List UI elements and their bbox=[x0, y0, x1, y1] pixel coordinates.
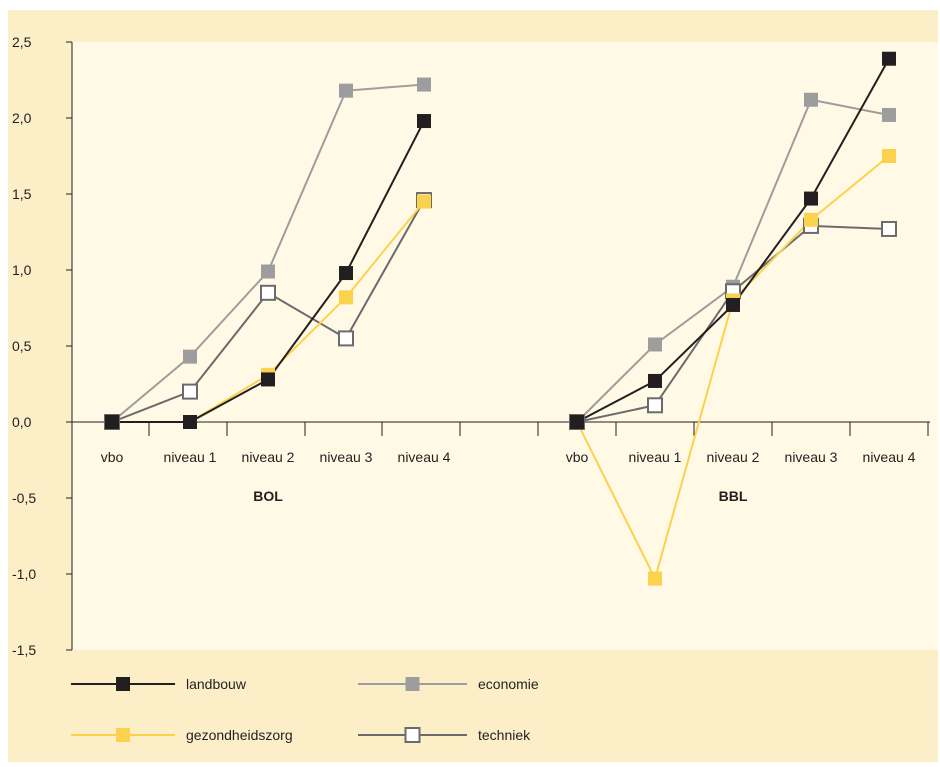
data-point-economie bbox=[882, 107, 896, 122]
data-point-techniek bbox=[881, 220, 897, 237]
x-tick-label: vbo bbox=[101, 449, 124, 465]
legend-marker-economie bbox=[405, 677, 420, 691]
x-tick-label: niveau 4 bbox=[398, 449, 451, 465]
data-point-economie bbox=[417, 77, 431, 92]
y-tick-label: 2,0 bbox=[12, 110, 32, 126]
data-point-economie bbox=[261, 264, 275, 279]
line-chart: 2,5 2,0 1,5 1,0 0,5 0,0 -0,5 -1,0 -1,5 vbo niveau… bbox=[12, 34, 938, 743]
data-point-techniek bbox=[647, 397, 663, 414]
data-point-gezondheidszorg bbox=[339, 290, 353, 305]
x-tick-label: niveau 1 bbox=[629, 449, 682, 465]
legend-label-landbouw: landbouw bbox=[186, 676, 247, 692]
x-tick-label: niveau 4 bbox=[863, 449, 916, 465]
data-point-landbouw bbox=[726, 297, 740, 312]
chart-frame: 2,5 2,0 1,5 1,0 0,5 0,0 -0,5 -1,0 -1,5 vbo niveau… bbox=[8, 10, 938, 762]
legend-marker-landbouw bbox=[116, 677, 130, 691]
data-point-gezondheidszorg bbox=[417, 194, 431, 209]
y-tick-label: 0,5 bbox=[12, 338, 32, 354]
legend-label-economie: economie bbox=[478, 676, 539, 692]
legend-marker-gezondheidszorg bbox=[116, 728, 130, 742]
panel-title: BOL bbox=[253, 488, 283, 504]
plot-area bbox=[72, 42, 938, 650]
data-point-gezondheidszorg bbox=[804, 212, 818, 227]
data-point-economie bbox=[804, 92, 818, 107]
data-point-landbouw bbox=[261, 372, 275, 387]
x-tick-label: niveau 2 bbox=[242, 449, 295, 465]
y-tick-label: -0,5 bbox=[12, 490, 36, 506]
data-point-economie bbox=[648, 337, 662, 352]
panel-title: BBL bbox=[719, 488, 748, 504]
data-point-techniek bbox=[338, 330, 354, 347]
legend-label-gezondheidszorg: gezondheidszorg bbox=[186, 727, 293, 743]
data-point-landbouw bbox=[183, 415, 197, 429]
y-tick-label: -1,0 bbox=[12, 566, 36, 582]
data-point-economie bbox=[183, 349, 197, 364]
y-tick-label: 0,0 bbox=[12, 414, 32, 430]
data-point-landbouw bbox=[882, 51, 896, 66]
data-point-economie bbox=[339, 83, 353, 98]
data-point-landbouw bbox=[105, 415, 119, 429]
x-tick-label: vbo bbox=[566, 449, 589, 465]
x-tick-label: niveau 2 bbox=[707, 449, 760, 465]
y-tick-label: -1,5 bbox=[12, 642, 36, 658]
legend-marker-techniek bbox=[404, 727, 421, 743]
x-tick-label: niveau 3 bbox=[320, 449, 373, 465]
data-point-gezondheidszorg bbox=[648, 571, 662, 586]
x-tick-label: niveau 3 bbox=[785, 449, 838, 465]
data-point-landbouw bbox=[339, 266, 353, 281]
x-tick-label: niveau 1 bbox=[164, 449, 217, 465]
data-point-landbouw bbox=[648, 373, 662, 388]
data-point-landbouw bbox=[804, 191, 818, 206]
data-point-techniek bbox=[260, 284, 276, 301]
data-point-gezondheidszorg bbox=[882, 149, 896, 163]
y-tick-label: 2,5 bbox=[12, 34, 32, 50]
data-point-landbouw bbox=[570, 415, 584, 429]
y-tick-label: 1,0 bbox=[12, 262, 32, 278]
y-tick-label: 1,5 bbox=[12, 186, 32, 202]
legend-label-techniek: techniek bbox=[478, 727, 531, 743]
data-point-landbouw bbox=[417, 114, 431, 129]
data-point-techniek bbox=[182, 383, 198, 400]
